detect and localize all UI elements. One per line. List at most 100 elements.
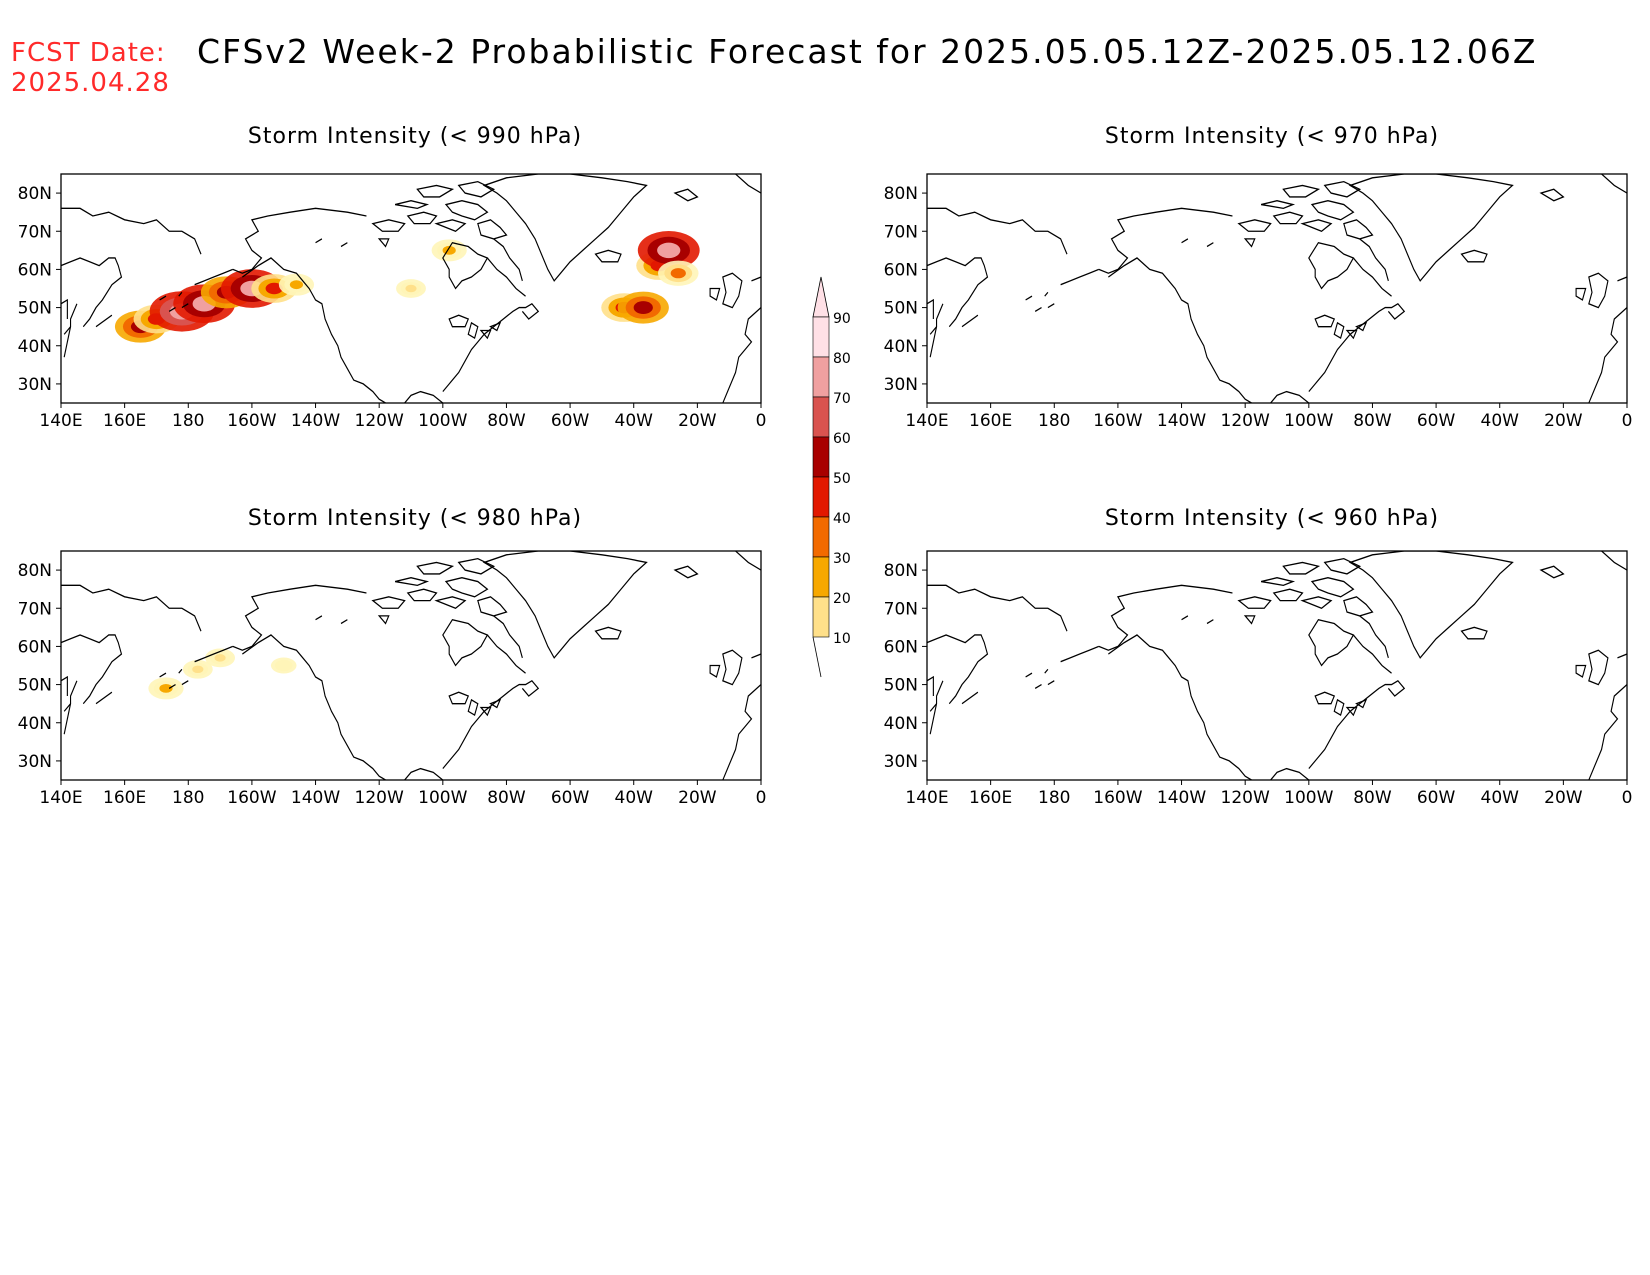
lon-tick-label: 80W — [487, 788, 526, 808]
colorbar-segment — [812, 436, 830, 478]
colorbar-label: 60 — [833, 431, 851, 447]
colorbar: 90 80 70 60 50 40 30 20 10 — [812, 276, 851, 678]
lat-tick-label: 50N — [18, 299, 52, 319]
probability-core — [192, 665, 204, 674]
lon-tick-label: 100W — [1284, 788, 1333, 808]
lon-tick-label: 180 — [172, 411, 204, 431]
lat-tick-label: 50N — [18, 676, 52, 696]
colorbar-segment — [812, 556, 830, 598]
lon-tick-label: 180 — [1038, 411, 1070, 431]
lat-tick-label: 70N — [18, 599, 52, 619]
lon-tick-label: 20W — [1544, 411, 1583, 431]
lon-tick-label: 160W — [1093, 411, 1142, 431]
lon-tick-label: 140E — [39, 788, 82, 808]
lon-tick-label: 140W — [291, 788, 340, 808]
lon-tick-label: 0 — [756, 788, 767, 808]
lat-tick-label: 70N — [18, 222, 52, 242]
probability-core — [289, 280, 304, 290]
map-panel-980: 140E 160E 180 160W 140W 120W 100W 80W 60W 40W 20W 0… — [18, 550, 767, 808]
lon-tick-label: 80W — [487, 411, 526, 431]
map-frame — [60, 173, 762, 404]
colorbar-label: 40 — [833, 511, 851, 527]
lat-tick-label: 60N — [18, 260, 52, 280]
lat-tick-label: 80N — [884, 184, 918, 204]
lat-tick-label: 30N — [884, 375, 918, 395]
lon-tick-label: 140E — [905, 788, 948, 808]
panel-title-980: Storm Intensity (< 980 hPa) — [247, 506, 583, 531]
colorbar-label: 10 — [833, 631, 851, 647]
lon-tick-label: 120W — [355, 411, 404, 431]
map-frame — [926, 173, 1628, 404]
lon-tick-label: 180 — [172, 788, 204, 808]
probability-core — [278, 662, 289, 669]
lon-tick-label: 40W — [1481, 788, 1520, 808]
colorbar-segment — [812, 316, 830, 358]
lon-tick-label: 60W — [551, 788, 590, 808]
probability-core — [633, 301, 653, 314]
probability-core — [405, 284, 417, 293]
probability-core — [657, 242, 681, 259]
lon-tick-label: 40W — [1481, 411, 1520, 431]
lon-tick-label: 120W — [355, 788, 404, 808]
lon-tick-label: 20W — [1544, 788, 1583, 808]
lat-tick-label: 30N — [18, 375, 52, 395]
lon-tick-label: 100W — [1284, 411, 1333, 431]
map-panel-960: 140E 160E 180 160W 140W 120W 100W 80W 60W 40W 20W 0… — [884, 550, 1633, 808]
lat-tick-label: 40N — [884, 714, 918, 734]
lon-tick-label: 60W — [1417, 788, 1456, 808]
colorbar-label: 30 — [833, 551, 851, 567]
probability-core — [159, 684, 173, 693]
lon-tick-label: 160E — [969, 411, 1012, 431]
probability-core — [670, 268, 686, 279]
lon-tick-label: 180 — [1038, 788, 1070, 808]
lon-tick-label: 120W — [1221, 411, 1270, 431]
lon-tick-label: 140W — [1157, 411, 1206, 431]
lon-tick-label: 120W — [1221, 788, 1270, 808]
colorbar-label: 80 — [833, 351, 851, 367]
coastline — [61, 551, 761, 780]
colorbar-top-arrow — [812, 276, 830, 318]
lat-tick-label: 40N — [18, 714, 52, 734]
forecast-date-label: FCST Date: — [11, 38, 166, 68]
lat-tick-label: 60N — [884, 260, 918, 280]
lon-tick-label: 60W — [551, 411, 590, 431]
colorbar-segment — [812, 356, 830, 398]
map-panel-990: 140E 160E 180 160W 140W 120W 100W 80W 60W 40W 20W 0… — [18, 173, 767, 431]
forecast-date-value: 2025.04.28 — [11, 68, 170, 98]
lon-tick-label: 160W — [227, 788, 276, 808]
lat-tick-label: 50N — [884, 299, 918, 319]
panel-title-990: Storm Intensity (< 990 hPa) — [247, 124, 583, 149]
lon-tick-label: 80W — [1353, 788, 1392, 808]
lon-tick-label: 80W — [1353, 411, 1392, 431]
page-title: CFSv2 Week-2 Probabilistic Forecast for … — [197, 32, 1538, 71]
lat-tick-label: 50N — [884, 676, 918, 696]
probability-core — [265, 282, 283, 295]
lat-tick-label: 80N — [884, 561, 918, 581]
colorbar-segment — [812, 476, 830, 518]
lon-tick-label: 160E — [103, 788, 146, 808]
lon-tick-label: 40W — [615, 411, 654, 431]
lon-tick-label: 160E — [969, 788, 1012, 808]
lon-tick-label: 140W — [1157, 788, 1206, 808]
colorbar-label: 70 — [833, 391, 851, 407]
colorbar-label: 50 — [833, 471, 851, 487]
lon-tick-label: 0 — [1622, 788, 1633, 808]
lat-tick-label: 40N — [884, 337, 918, 357]
probability-core — [214, 654, 226, 662]
lat-tick-label: 60N — [18, 637, 52, 657]
lon-tick-label: 100W — [418, 411, 467, 431]
lon-tick-label: 0 — [1622, 411, 1633, 431]
lat-tick-label: 30N — [884, 752, 918, 772]
forecast-date-block: FCST Date: 2025.04.28 — [11, 38, 170, 98]
lon-tick-label: 160W — [1093, 788, 1142, 808]
lon-tick-label: 0 — [756, 411, 767, 431]
lon-tick-label: 140E — [39, 411, 82, 431]
colorbar-label: 90 — [833, 311, 851, 327]
lat-tick-label: 40N — [18, 337, 52, 357]
lon-tick-label: 40W — [615, 788, 654, 808]
lat-tick-label: 30N — [18, 752, 52, 772]
map-panel-970: 140E 160E 180 160W 140W 120W 100W 80W 60W 40W 20W 0… — [884, 173, 1633, 431]
lat-tick-label: 80N — [18, 561, 52, 581]
lat-tick-label: 60N — [884, 637, 918, 657]
